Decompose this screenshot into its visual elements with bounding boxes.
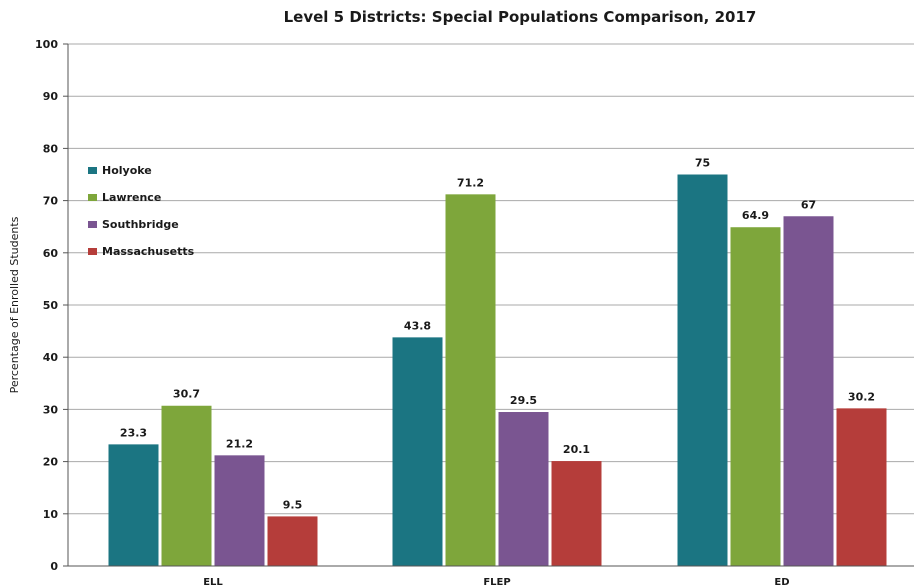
bar-massachusetts-ed xyxy=(836,408,887,566)
bar-massachusetts-ell xyxy=(267,516,318,566)
bar-lawrence-ed xyxy=(730,227,781,567)
data-label: 67 xyxy=(801,198,816,211)
bar-holyoke-ell xyxy=(108,444,159,566)
x-tick-label: FLEP xyxy=(483,577,510,588)
y-tick-label: 80 xyxy=(43,142,59,155)
y-tick-label: 50 xyxy=(43,299,59,312)
y-tick-label: 30 xyxy=(43,403,59,416)
data-label: 21.2 xyxy=(226,437,253,450)
y-tick-label: 60 xyxy=(43,247,59,260)
legend-label-lawrence: Lawrence xyxy=(102,191,161,204)
bar-lawrence-flep xyxy=(445,194,496,566)
data-label: 43.8 xyxy=(404,319,431,332)
y-tick-label: 20 xyxy=(43,456,59,469)
y-tick-label: 40 xyxy=(43,351,59,364)
y-axis-label: Percentage of Enrolled Students xyxy=(8,216,21,393)
x-tick-label: ELL xyxy=(203,577,223,588)
data-label: 64.9 xyxy=(742,209,769,222)
legend-swatch-holyoke xyxy=(88,167,97,174)
bar-southbridge-ell xyxy=(214,455,265,566)
legend-label-southbridge: Southbridge xyxy=(102,218,179,231)
data-label: 75 xyxy=(695,157,710,170)
bar-lawrence-ell xyxy=(161,405,212,566)
y-tick-label: 70 xyxy=(43,195,59,208)
bar-holyoke-ed xyxy=(677,174,728,566)
data-label: 23.3 xyxy=(120,426,147,439)
x-tick-label: ED xyxy=(774,577,789,588)
y-tick-label: 10 xyxy=(43,508,59,521)
legend-swatch-lawrence xyxy=(88,194,97,201)
data-label: 30.7 xyxy=(173,388,200,401)
legend-label-massachusetts: Massachusetts xyxy=(102,245,195,258)
data-label: 71.2 xyxy=(457,176,484,189)
bar-southbridge-ed xyxy=(783,216,834,566)
legend-label-holyoke: Holyoke xyxy=(102,164,152,177)
data-label: 29.5 xyxy=(510,394,537,407)
data-label: 30.2 xyxy=(848,390,875,403)
chart-title: Level 5 Districts: Special Populations C… xyxy=(283,8,757,26)
y-tick-label: 0 xyxy=(50,560,58,573)
y-tick-label: 90 xyxy=(43,90,59,103)
bar-massachusetts-flep xyxy=(551,461,602,566)
y-tick-label: 100 xyxy=(35,38,58,51)
bar-southbridge-flep xyxy=(498,412,549,566)
data-label: 9.5 xyxy=(283,498,303,511)
bar-holyoke-flep xyxy=(392,337,443,566)
data-label: 20.1 xyxy=(563,443,590,456)
legend-swatch-southbridge xyxy=(88,221,97,228)
legend-swatch-massachusetts xyxy=(88,248,97,255)
